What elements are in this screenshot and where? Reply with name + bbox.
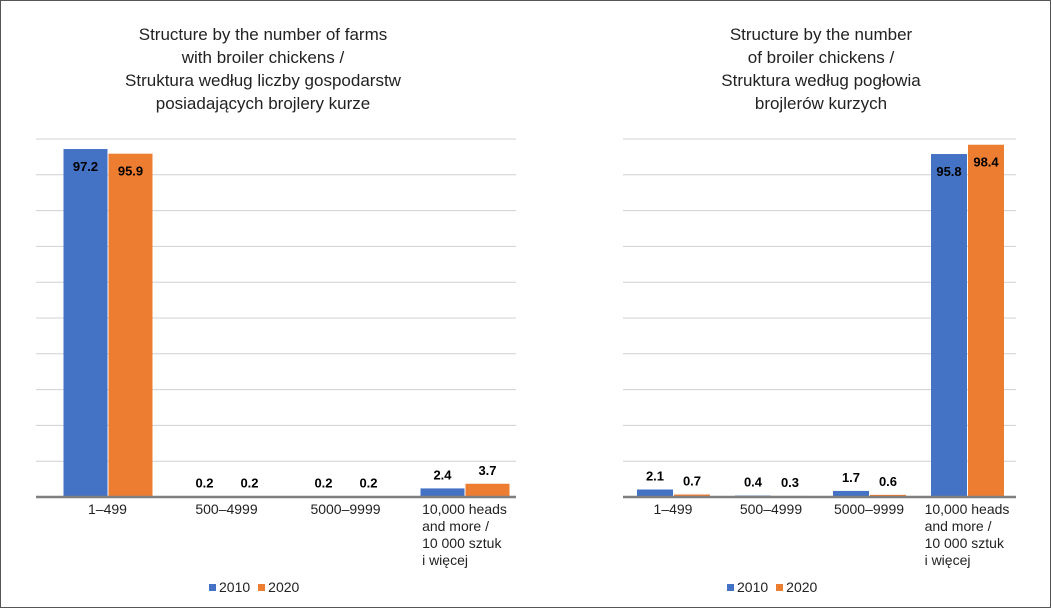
data-label: 2.4 xyxy=(433,467,452,482)
x-tick-text: 500–4999 xyxy=(739,501,803,517)
legend-label: 2020 xyxy=(268,579,300,595)
legend-swatch xyxy=(727,584,734,591)
x-tick-label: 500–4999 xyxy=(722,501,820,518)
x-tick-text: 1–499 xyxy=(653,501,693,517)
bar xyxy=(108,153,153,498)
x-tick-label: 1–499 xyxy=(624,501,722,518)
data-label: 0.2 xyxy=(195,475,213,490)
data-label: 3.7 xyxy=(478,463,496,478)
x-tick-text: 10,000 heads and more / 10 000 sztuk i w… xyxy=(422,501,507,568)
chart-title: Structure by the number of broiler chick… xyxy=(721,25,921,113)
data-label: 0.2 xyxy=(240,475,258,490)
x-tick-label: 10,000 heads and more / 10 000 sztuk i w… xyxy=(405,501,524,569)
x-tick-text: 1–499 xyxy=(88,501,127,517)
legend-swatch xyxy=(776,584,784,591)
bar xyxy=(420,488,465,497)
x-tick-label: 5000–9999 xyxy=(820,501,918,518)
legend-label: 2010 xyxy=(219,579,251,595)
legend-item: 2010 xyxy=(209,579,250,595)
bar xyxy=(637,489,673,497)
x-tick-label: 1–499 xyxy=(48,501,167,518)
legend: 2010 2020 xyxy=(209,579,307,595)
legend-item: 2020 xyxy=(776,579,817,595)
bar xyxy=(833,490,869,497)
x-tick-label: 5000–9999 xyxy=(286,501,405,518)
data-label: 2.1 xyxy=(646,468,664,483)
legend-swatch xyxy=(209,584,216,591)
data-label: 97.2 xyxy=(73,159,98,174)
chart-title: Structure by the number of farms with br… xyxy=(125,25,401,113)
bar xyxy=(674,494,710,497)
legend: 2010 2020 xyxy=(727,579,825,595)
bar xyxy=(63,149,108,498)
data-label: 0.3 xyxy=(781,475,799,490)
x-tick-text: 500–4999 xyxy=(195,501,258,517)
data-label: 95.9 xyxy=(118,164,143,179)
legend-item: 2020 xyxy=(258,579,299,595)
bar xyxy=(968,144,1004,497)
x-tick-text: 10,000 heads and more / 10 000 sztuk i w… xyxy=(924,501,1010,568)
data-label: 0.6 xyxy=(879,474,897,489)
legend-swatch xyxy=(258,584,266,591)
x-tick-label: 500–4999 xyxy=(167,501,286,518)
data-label: 0.7 xyxy=(683,473,701,488)
data-label: 0.4 xyxy=(744,475,763,490)
data-label: 0.2 xyxy=(314,475,332,490)
data-label: 98.4 xyxy=(973,155,999,170)
data-label: 0.2 xyxy=(359,475,377,490)
legend-label: 2010 xyxy=(737,579,769,595)
bar xyxy=(465,483,510,497)
legend-label: 2020 xyxy=(786,579,818,595)
x-tick-label: 10,000 heads and more / 10 000 sztuk i w… xyxy=(918,501,1016,569)
bar xyxy=(931,154,967,497)
data-label: 95.8 xyxy=(936,164,961,179)
legend-item: 2010 xyxy=(727,579,768,595)
data-label: 1.7 xyxy=(842,470,860,485)
x-tick-text: 5000–9999 xyxy=(310,501,381,517)
x-tick-text: 5000–9999 xyxy=(833,501,905,517)
